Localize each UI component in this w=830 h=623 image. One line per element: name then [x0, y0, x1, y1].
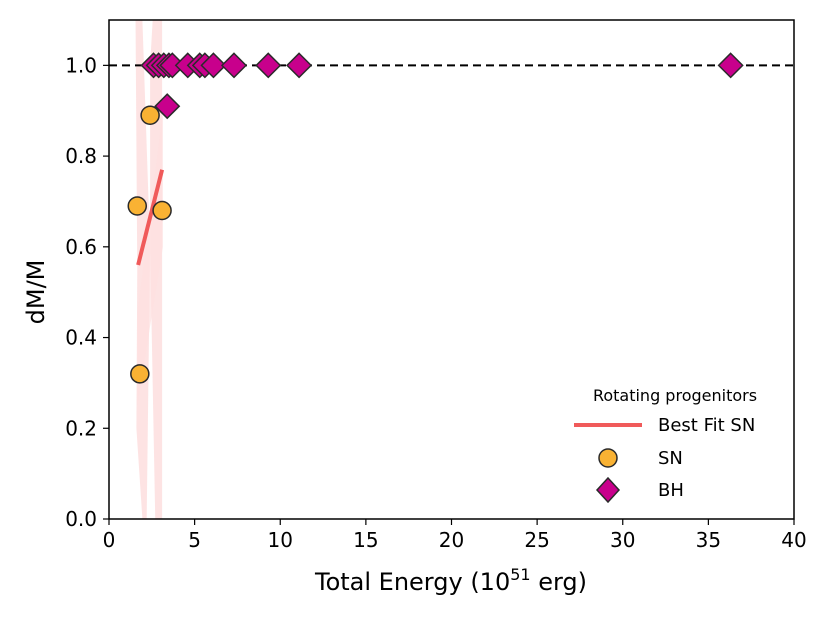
y-tick-label: 0.6 — [65, 235, 97, 259]
y-axis-ticks: 0.0 0.2 0.4 0.6 0.8 1.0 — [65, 53, 109, 531]
x-tick-label: 20 — [439, 528, 464, 552]
x-axis-ticks: 0 5 10 15 20 25 30 35 40 — [103, 519, 807, 552]
sn-point — [127, 196, 148, 216]
legend-label-sn: SN — [658, 448, 683, 469]
plot-frame — [108, 19, 795, 520]
sn-points — [127, 105, 172, 384]
x-tick-label: 15 — [353, 528, 378, 552]
x-tick-label: 40 — [781, 528, 806, 552]
y-tick-label: 0.0 — [65, 507, 97, 531]
bh-point — [255, 52, 282, 79]
y-tick-label: 0.8 — [65, 144, 97, 168]
legend-swatch-bh — [595, 476, 621, 504]
bh-point — [220, 52, 248, 79]
x-tick-label: 0 — [103, 528, 116, 552]
x-tick-label: 35 — [696, 528, 721, 552]
x-axis-label-superscript: 51 — [510, 565, 530, 584]
bh-point — [286, 52, 313, 79]
sn-point — [130, 364, 150, 384]
x-axis-label-unit: erg) — [531, 568, 587, 596]
best-fit-layer — [136, 169, 165, 266]
bh-point — [717, 52, 744, 79]
sn-point — [140, 105, 160, 126]
fit-band-left — [135, 20, 151, 519]
bh-point — [200, 52, 227, 79]
x-tick-label: 10 — [268, 528, 293, 552]
legend-label-best-fit: Best Fit SN — [658, 415, 755, 436]
x-tick-label: 30 — [610, 528, 635, 552]
fit-confidence-band — [135, 20, 163, 519]
legend-label-bh: BH — [658, 480, 684, 501]
x-tick-label: 25 — [524, 528, 549, 552]
best-fit-line — [136, 169, 165, 266]
y-axis-label: dM/M — [22, 260, 50, 325]
x-tick-label: 5 — [188, 528, 201, 552]
bh-points — [140, 52, 744, 120]
y-tick-label: 0.4 — [65, 326, 97, 350]
legend-swatch-sn — [598, 448, 618, 468]
x-axis-label: Total Energy (1051 erg) — [314, 565, 587, 596]
sn-point — [152, 200, 172, 221]
y-tick-label: 0.2 — [65, 416, 97, 440]
legend-title: Rotating progenitors — [593, 386, 757, 405]
y-tick-label: 1.0 — [65, 53, 97, 77]
bh-point — [154, 93, 181, 120]
x-axis-label-main: Total Energy (10 — [314, 568, 510, 596]
legend: Rotating progenitors Best Fit SN SN BH — [574, 386, 757, 504]
